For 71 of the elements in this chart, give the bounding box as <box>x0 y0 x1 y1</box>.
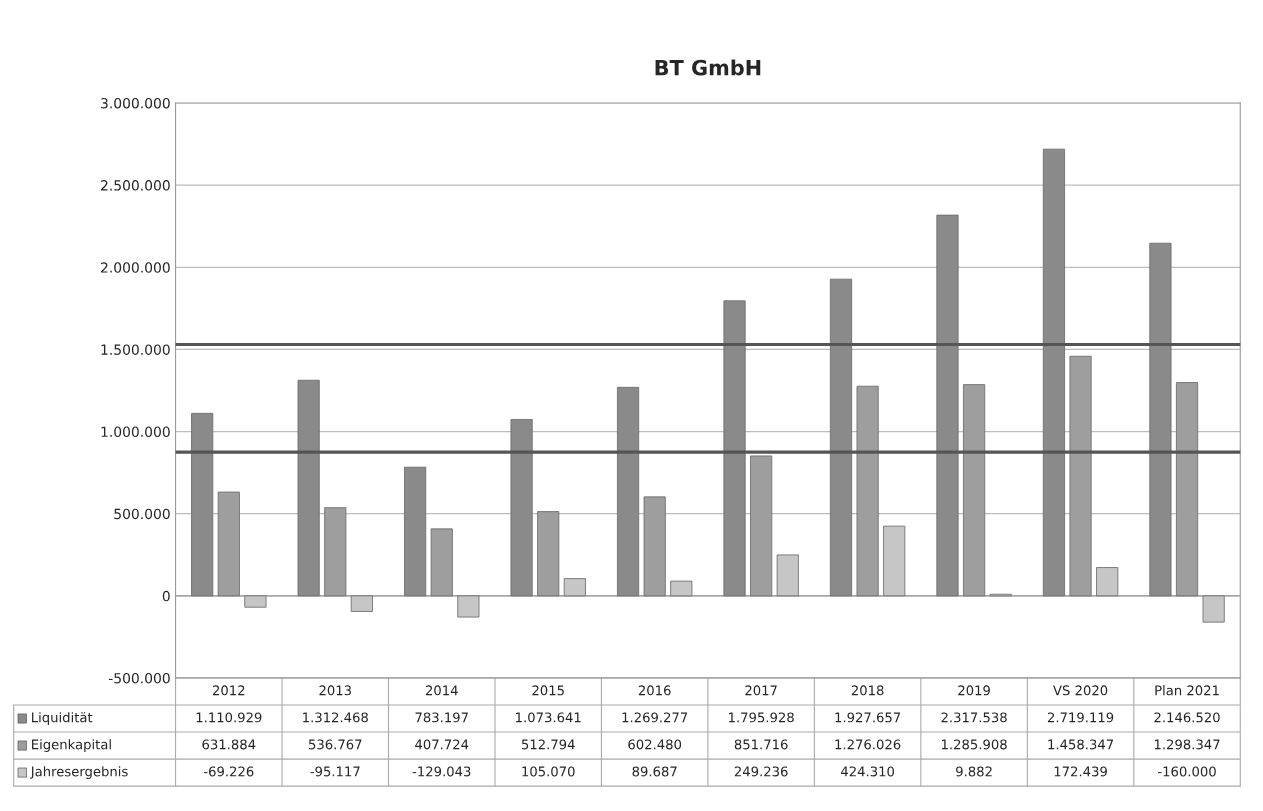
legend-label: Eigenkapital <box>32 739 111 752</box>
y-tick-label: 500.000 <box>114 508 170 520</box>
y-tick-label: 1.500.000 <box>101 344 170 355</box>
bar <box>297 379 320 597</box>
data-label: 249.236 <box>734 766 788 777</box>
data-label: 9.882 <box>956 766 992 777</box>
data-label: 1.458.347 <box>1048 739 1114 750</box>
data-label: 407.724 <box>415 739 469 750</box>
y-tick-label: -500.000 <box>108 672 170 684</box>
data-label: -129.043 <box>412 766 471 777</box>
x-tick-label: 2012 <box>212 685 245 696</box>
x-tick-label: 2015 <box>532 685 564 696</box>
data-label: 2.317.538 <box>941 712 1007 723</box>
data-label: 631.884 <box>202 739 256 750</box>
data-label: 536.767 <box>309 739 362 750</box>
bar <box>563 578 586 597</box>
y-tick-label: 2.500.000 <box>101 180 170 191</box>
x-tick-label: 2019 <box>958 685 990 696</box>
bar <box>404 466 427 597</box>
chart-title: BT GmbH <box>655 59 761 76</box>
data-label: -69.226 <box>203 766 254 777</box>
data-label: 2.146.520 <box>1154 712 1220 723</box>
data-label: -160.000 <box>1158 766 1216 777</box>
data-label: 424.310 <box>840 766 895 777</box>
y-tick-label: 3.000.000 <box>101 97 170 109</box>
data-label: 89.687 <box>632 766 677 777</box>
bar <box>457 595 480 618</box>
data-label: 1.927.657 <box>835 712 901 723</box>
x-tick-label: VS 2020 <box>1053 685 1108 696</box>
data-label: 1.110.929 <box>196 712 262 723</box>
data-label: 512.794 <box>521 739 575 750</box>
bar <box>616 386 640 597</box>
legend-label: Jahresergebnis <box>30 766 128 779</box>
data-label: 2.719.119 <box>1047 712 1114 723</box>
bar <box>350 595 373 612</box>
x-tick-label: 2018 <box>851 685 884 696</box>
bar <box>723 300 746 597</box>
bar <box>1202 595 1225 623</box>
x-tick-label: 2017 <box>745 685 777 696</box>
bar <box>1096 567 1119 597</box>
bar <box>1042 148 1066 597</box>
data-label: 105.070 <box>522 766 575 777</box>
bar <box>510 419 533 597</box>
data-label: 1.795.928 <box>729 712 794 723</box>
bar <box>1149 242 1172 597</box>
bar <box>776 554 799 597</box>
bar <box>191 412 214 597</box>
data-label: 1.285.908 <box>941 739 1007 750</box>
y-tick-label: 2.000.000 <box>101 262 170 273</box>
x-tick-label: 2013 <box>319 685 351 696</box>
data-label: 602.480 <box>628 739 682 750</box>
data-label: -95.117 <box>310 766 360 777</box>
x-tick-label: 2014 <box>425 685 458 696</box>
data-label: 1.298.347 <box>1154 739 1220 750</box>
data-label: 783.197 <box>415 712 468 723</box>
data-label: 1.276.026 <box>835 739 901 750</box>
data-label: 172.439 <box>1054 766 1107 777</box>
x-tick-label: Plan 2021 <box>1155 685 1219 696</box>
y-tick-label: 0 <box>162 590 170 602</box>
bar <box>829 278 853 597</box>
bar <box>936 214 959 597</box>
x-tick-label: 2016 <box>638 685 671 696</box>
data-label: 851.716 <box>734 739 788 750</box>
data-label: 1.073.641 <box>516 712 581 723</box>
legend-label: Liquidität <box>32 712 93 725</box>
data-label: 1.312.468 <box>303 712 368 723</box>
bar <box>883 525 906 597</box>
data-label: 1.269.277 <box>622 712 688 723</box>
bar <box>670 580 693 597</box>
y-tick-label: 1.000.000 <box>101 426 170 438</box>
bar <box>244 595 267 608</box>
